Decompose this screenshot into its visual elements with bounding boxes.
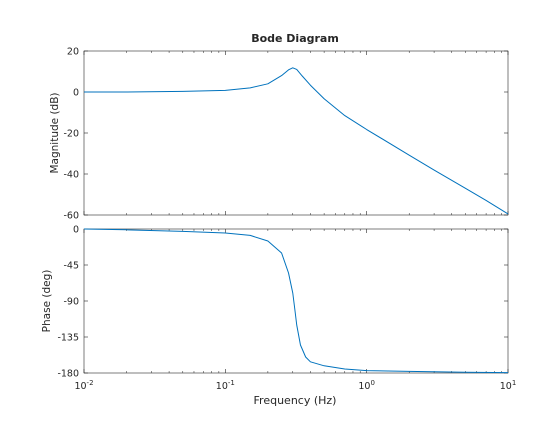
plot-panel-2: 0 -45 -90 -135 -180 Phase (deg) bbox=[41, 225, 509, 380]
y-tick-label: -60 bbox=[63, 211, 79, 222]
x-tick-label: 10-1 bbox=[216, 379, 235, 392]
x-tick-label: 10-2 bbox=[74, 379, 93, 392]
axes-box bbox=[83, 50, 509, 216]
y-tick-label: -180 bbox=[57, 369, 79, 380]
x-axis-label: Frequency (Hz) bbox=[254, 394, 337, 407]
y-axis-label: Magnitude (dB) bbox=[49, 92, 61, 173]
axes-box bbox=[83, 228, 509, 374]
series-line bbox=[84, 67, 509, 215]
y-tick-label: -45 bbox=[63, 261, 79, 272]
chart-title: Bode Diagram bbox=[251, 32, 339, 45]
y-axis-label: Phase (deg) bbox=[41, 270, 53, 333]
y-tick-label: 0 bbox=[73, 225, 79, 236]
y-tick-label: -20 bbox=[63, 129, 79, 140]
y-tick-label: 0 bbox=[73, 88, 79, 99]
series-line bbox=[83, 228, 509, 374]
plot-panel-1: 20 0 -20 -40 -60 Magnitude (dB) bbox=[49, 47, 509, 222]
x-tick-label: 100 bbox=[358, 379, 375, 392]
y-tick-label: -40 bbox=[63, 170, 79, 181]
y-tick-label: -135 bbox=[57, 333, 79, 344]
y-tick-label: -90 bbox=[63, 297, 79, 308]
x-tick-label: 101 bbox=[500, 379, 517, 392]
y-tick-label: 20 bbox=[67, 47, 79, 58]
